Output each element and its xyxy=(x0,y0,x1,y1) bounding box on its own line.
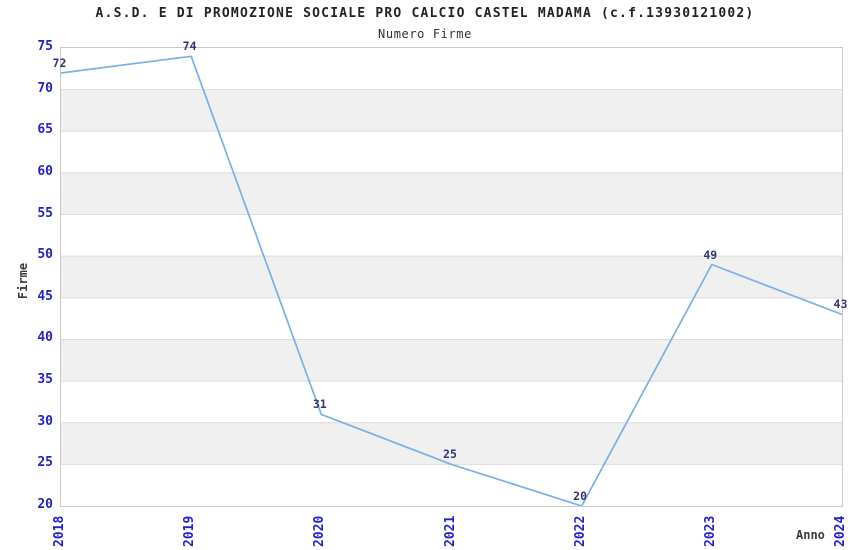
chart-subtitle: Numero Firme xyxy=(378,27,472,41)
y-tick-label: 40 xyxy=(37,330,53,346)
band-stripe xyxy=(61,422,842,465)
band-stripe xyxy=(61,256,842,298)
x-tick-label: 2020 xyxy=(312,515,328,547)
data-point-label: 49 xyxy=(703,247,718,262)
x-tick-label: 2018 xyxy=(52,515,67,547)
chart-title: A.S.D. E DI PROMOZIONE SOCIALE PRO CALCI… xyxy=(95,6,755,21)
x-axis-label: Anno xyxy=(796,528,825,542)
y-tick-label: 75 xyxy=(37,39,53,54)
x-tick-label: 2023 xyxy=(702,515,718,547)
band-stripe xyxy=(61,89,842,132)
data-line xyxy=(61,55,842,506)
x-tick-label: 2021 xyxy=(442,515,458,547)
data-point-label: 25 xyxy=(443,447,457,462)
data-point-label: 74 xyxy=(182,39,197,54)
y-tick-label: 35 xyxy=(37,372,53,388)
y-tick-label: 65 xyxy=(37,122,53,138)
y-tick-label: 70 xyxy=(37,80,53,96)
y-tick-label: 25 xyxy=(37,455,53,471)
y-tick-label: 55 xyxy=(37,205,53,221)
y-tick-label: 30 xyxy=(37,413,53,429)
x-tick-label: 2019 xyxy=(182,515,198,547)
y-tick-label: 50 xyxy=(37,247,53,263)
data-point-label: 20 xyxy=(573,489,588,503)
band-stripe xyxy=(61,172,842,215)
data-point-label: 72 xyxy=(52,55,67,70)
data-point-label: 31 xyxy=(312,397,327,412)
data-point-label: 43 xyxy=(833,297,848,312)
x-tick-label: 2022 xyxy=(572,515,588,547)
band-stripe xyxy=(61,339,842,382)
y-tick-label: 20 xyxy=(37,497,53,512)
y-tick-label: 60 xyxy=(37,163,53,179)
y-tick-label: 45 xyxy=(37,288,53,304)
x-tick-label: 2024 xyxy=(833,515,848,547)
line-chart-svg xyxy=(61,55,842,506)
plot-area xyxy=(60,47,843,507)
